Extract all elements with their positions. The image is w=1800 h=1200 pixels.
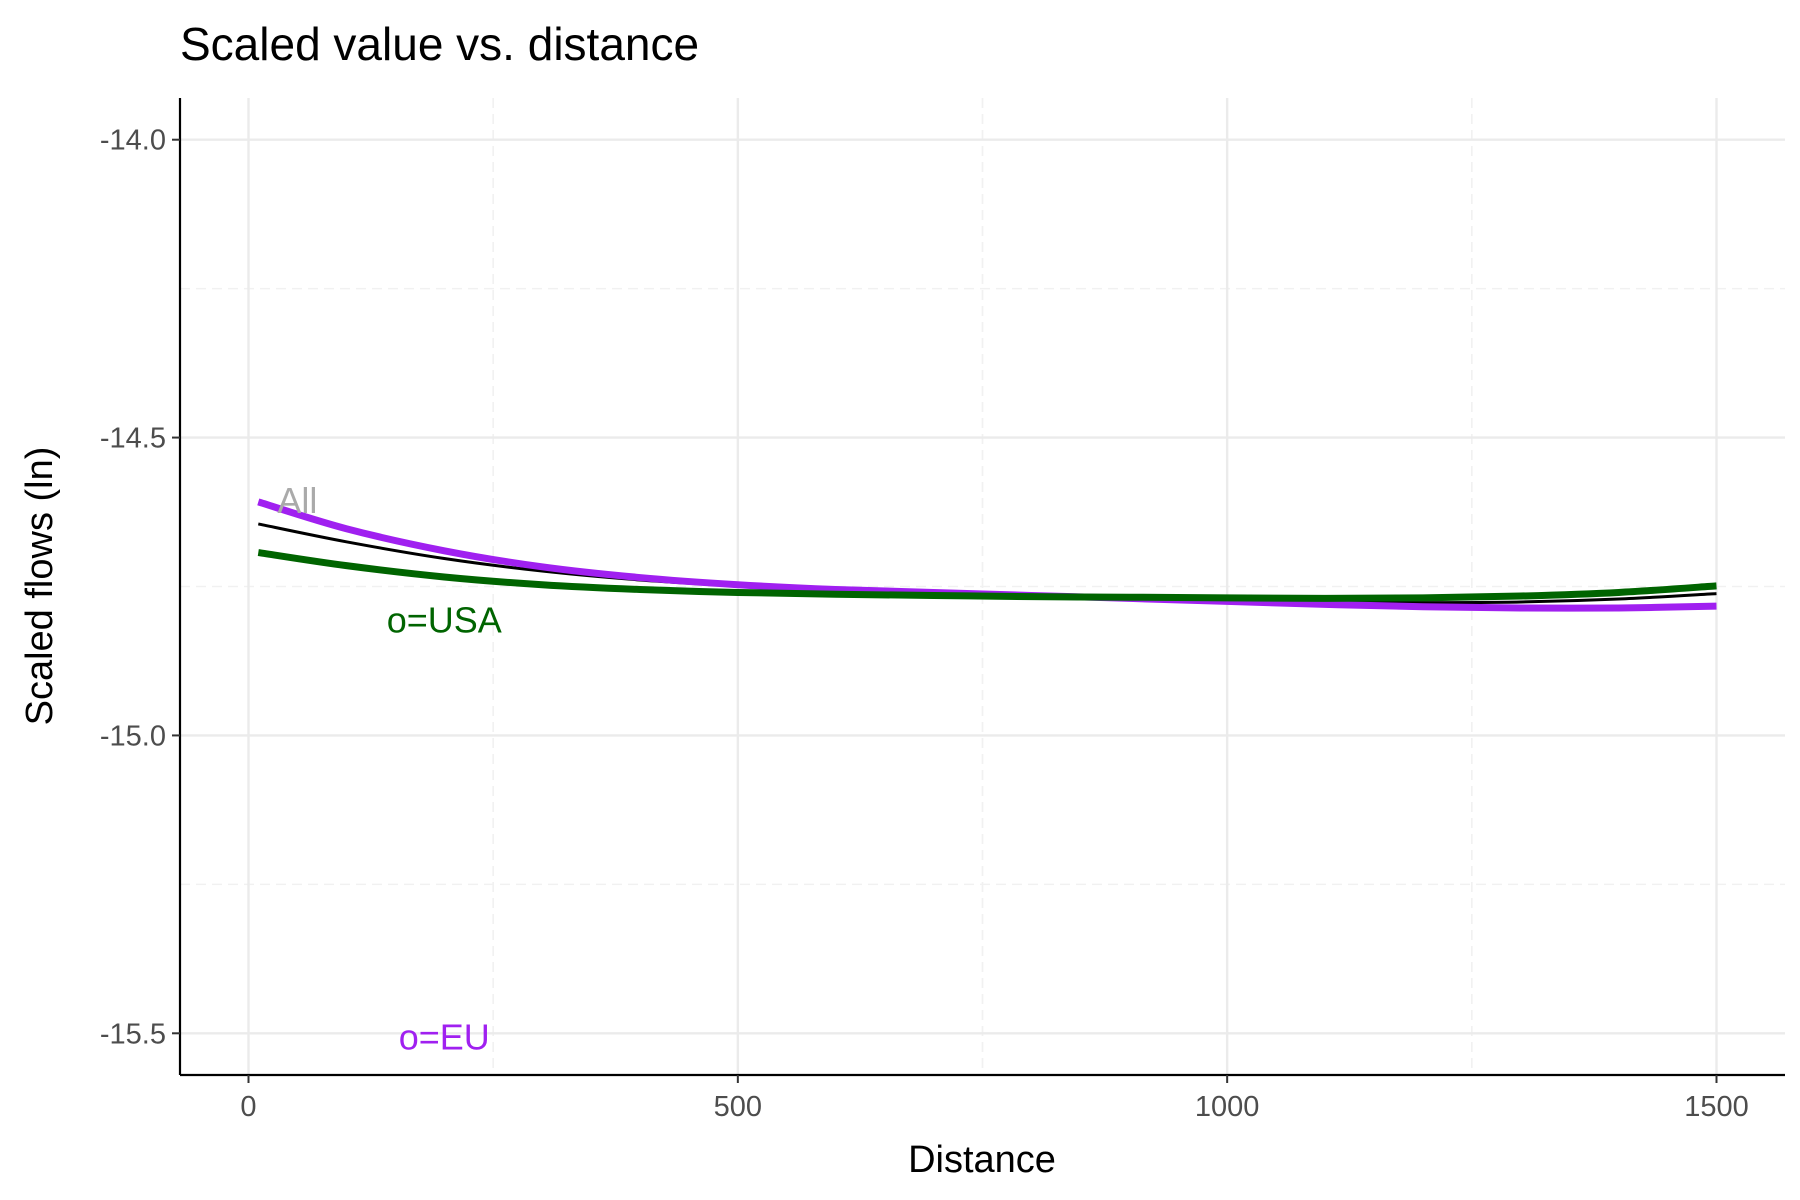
- y-tick-label: -14.0: [100, 125, 166, 157]
- y-tick-label: -15.0: [100, 720, 166, 752]
- axis-ticks: 0 500 1000 1500 -14.0 -14.5 -15.0 -15.5: [100, 125, 1749, 1123]
- series-annotation-label: o=USA: [387, 599, 502, 640]
- x-tick-label: 500: [714, 1091, 762, 1123]
- y-tick-label: -15.5: [100, 1018, 166, 1050]
- x-tick-label: 1500: [1684, 1091, 1749, 1123]
- x-tick-label: 0: [240, 1091, 256, 1123]
- series-line-usa: [257, 549, 1717, 602]
- y-tick-label: -14.5: [100, 423, 166, 455]
- series-annotations: All o=USA o=EU: [277, 480, 501, 1057]
- data-series: [257, 498, 1717, 612]
- series-annotation-label: All: [277, 480, 317, 521]
- series-annotation-label: o=EU: [399, 1016, 490, 1057]
- x-tick-label: 1000: [1195, 1091, 1260, 1123]
- chart-title: Scaled value vs. distance: [180, 18, 699, 70]
- x-axis-title: Distance: [908, 1139, 1056, 1181]
- y-axis-title: Scaled flows (ln): [19, 447, 61, 726]
